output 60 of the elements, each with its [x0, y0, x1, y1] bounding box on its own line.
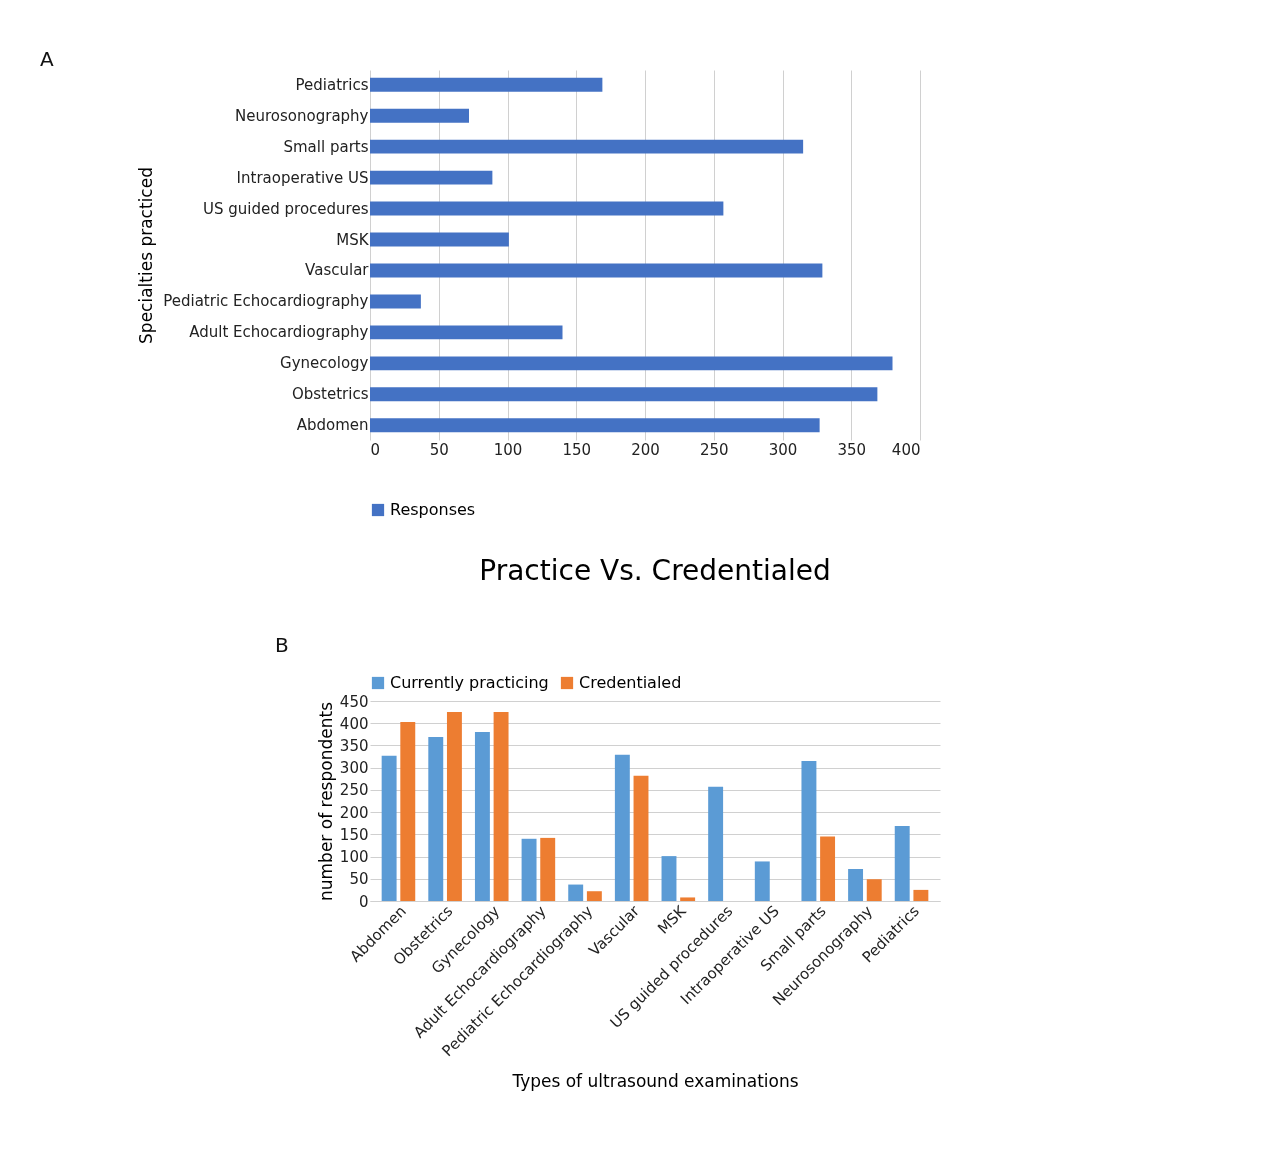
y-tick-label: Neurosonography	[235, 106, 369, 125]
bar	[680, 897, 696, 901]
bar	[446, 712, 462, 901]
y-tick-label: Small parts	[283, 137, 369, 156]
y-tick-label: Adult Echocardiography	[189, 323, 369, 342]
x-tick-label: 400	[891, 440, 921, 459]
y-tick-label: 350	[339, 736, 369, 755]
text: B	[275, 633, 289, 657]
bar	[661, 856, 677, 901]
y-tick-label: Gynecology	[280, 354, 369, 373]
y-tick-label: Intraoperative US	[236, 168, 369, 187]
y-tick-label: Pediatric Echocardiography	[163, 292, 369, 311]
y-tick-label: Pediatrics	[295, 75, 369, 94]
y-tick-label: 50	[349, 870, 369, 889]
y-tick-label: 400	[339, 714, 369, 733]
y-tick-label: 150	[339, 825, 369, 844]
bar	[586, 891, 602, 901]
y-tick-label: US guided procedures	[203, 199, 369, 218]
x-axis-title: Types of ultrasound examinations	[511, 1071, 799, 1092]
y-axis-title: Specialties practiced	[135, 167, 156, 344]
x-tick-label: 250	[699, 440, 729, 459]
y-tick-label: 200	[339, 803, 369, 822]
bar	[633, 775, 649, 901]
legend-label: Responses	[390, 500, 476, 519]
bar	[540, 837, 556, 901]
x-tick-label: 150	[562, 440, 592, 459]
y-tick-label: Vascular	[305, 261, 370, 280]
bar	[381, 755, 397, 901]
bar	[866, 879, 882, 901]
bar	[754, 861, 770, 901]
bar	[400, 721, 416, 901]
y-tick-label: Obstetrics	[291, 385, 369, 404]
bar	[568, 884, 584, 901]
y-axis-title: number of respondents	[315, 701, 336, 901]
bar	[894, 825, 910, 901]
legend-label: Credentialed	[579, 673, 682, 692]
y-tick-label: Abdomen	[296, 416, 369, 435]
x-tick-label: 350	[837, 440, 867, 459]
bar	[521, 838, 537, 901]
bar	[848, 869, 864, 901]
y-tick-label: 450	[339, 692, 369, 711]
y-tick-label: 100	[339, 848, 369, 867]
x-tick-label: 200	[631, 440, 660, 459]
y-tick-label: MSK	[336, 230, 370, 249]
bar	[428, 737, 444, 901]
bar	[493, 712, 509, 901]
bar	[474, 732, 490, 901]
bar	[820, 836, 836, 901]
bar	[614, 754, 630, 901]
bar	[913, 889, 929, 901]
chart-title: Practice Vs. Credentialed	[479, 554, 831, 587]
text: A	[40, 47, 54, 71]
x-tick-label: 100	[493, 440, 523, 459]
y-tick-label: 300	[339, 759, 369, 778]
bar	[708, 786, 724, 901]
bar	[801, 761, 817, 901]
y-tick-label: 250	[339, 781, 369, 800]
x-tick-label: 300	[768, 440, 798, 459]
x-tick-label: 50	[429, 440, 449, 459]
legend-label: Currently practicing	[390, 673, 549, 692]
